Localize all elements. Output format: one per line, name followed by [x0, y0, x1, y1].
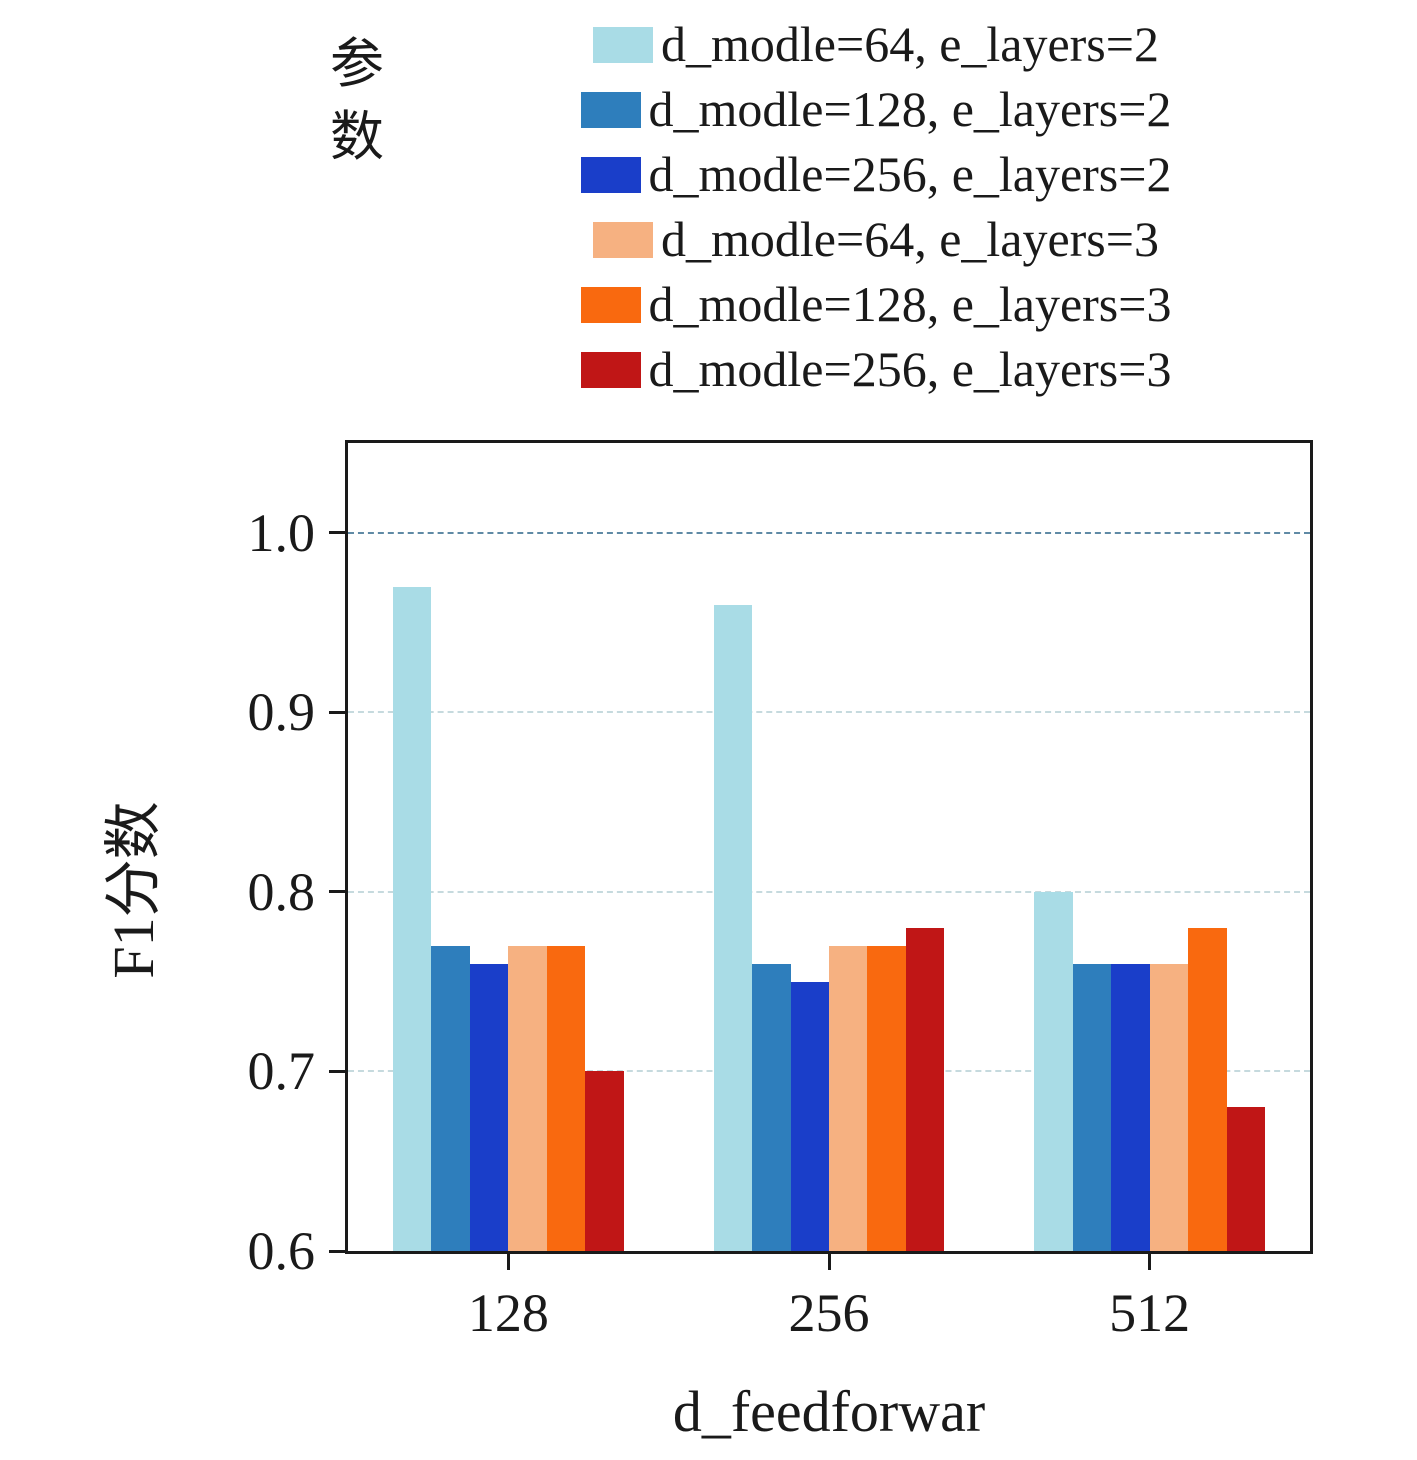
x-tick-label-512: 512 [1109, 1283, 1191, 1343]
y-tick-mark [329, 1069, 345, 1073]
x-tick-mark [827, 1254, 831, 1270]
legend-item-label-0: d_modle=64, e_layers=2 [661, 16, 1159, 72]
bar-x512-series0 [1034, 891, 1073, 1251]
legend-swatch-2 [580, 156, 641, 193]
gridline-0.9 [348, 711, 1310, 714]
bar-x128-series0 [392, 586, 432, 1251]
gridline-1 [348, 531, 1310, 534]
legend-item-2: d_modle=256, e_layers=2 [580, 144, 1172, 205]
bar-x256-series3 [829, 945, 868, 1251]
legend-item-label-2: d_modle=256, e_layers=2 [648, 146, 1172, 202]
bar-x512-series4 [1188, 927, 1227, 1251]
y-tick-mark [329, 710, 345, 714]
bar-x512-series2 [1111, 963, 1150, 1251]
bar-x128-series2 [469, 963, 509, 1251]
legend: 参数 d_modle=64, e_layers=2 d_modle=128, e_… [330, 14, 1346, 400]
bar-x256-series0 [713, 604, 753, 1251]
legend-item-5: d_modle=256, e_layers=3 [580, 339, 1172, 400]
bar-x128-series1 [431, 945, 470, 1251]
y-tick-label-0.7: 0.7 [247, 1041, 316, 1102]
bar-x256-series4 [867, 945, 906, 1251]
legend-item-3: d_modle=64, e_layers=3 [593, 209, 1159, 270]
bar-x128-series5 [585, 1071, 624, 1251]
legend-item-1: d_modle=128, e_layers=2 [580, 79, 1172, 140]
x-tick-label-128: 128 [467, 1283, 549, 1343]
legend-swatch-3 [593, 221, 654, 258]
gridline-0.8 [348, 890, 1310, 893]
legend-item-0: d_modle=64, e_layers=2 [593, 14, 1159, 75]
x-tick-mark [506, 1254, 510, 1270]
legend-items: d_modle=64, e_layers=2 d_modle=128, e_lay… [406, 14, 1346, 400]
legend-swatch-5 [580, 351, 641, 388]
legend-title: 参数 [330, 34, 384, 167]
plot-area [345, 440, 1313, 1254]
legend-swatch-0 [593, 26, 654, 63]
x-tick-mark [1148, 1254, 1152, 1270]
bar-x512-series5 [1226, 1107, 1266, 1251]
bar-x512-series3 [1149, 963, 1189, 1251]
bar-x256-series2 [790, 981, 829, 1251]
legend-item-label-5: d_modle=256, e_layers=3 [648, 341, 1172, 397]
bar-x256-series1 [752, 963, 791, 1251]
bar-x256-series5 [905, 927, 945, 1251]
legend-item-label-3: d_modle=64, e_layers=3 [661, 211, 1159, 267]
x-tick-label-256: 256 [788, 1283, 870, 1343]
y-tick-label-1.0: 1.0 [247, 502, 316, 563]
bar-x128-series4 [546, 945, 586, 1251]
bar-x128-series3 [508, 945, 547, 1251]
y-tick-mark [329, 890, 345, 894]
legend-item-label-1: d_modle=128, e_layers=2 [648, 81, 1172, 137]
y-tick-mark [329, 531, 345, 535]
x-axis-label: d_feedforwar [672, 1379, 986, 1444]
legend-item-label-4: d_modle=128, e_layers=3 [648, 276, 1172, 332]
legend-swatch-4 [580, 286, 641, 323]
y-tick-mark [329, 1249, 345, 1253]
y-tick-label-0.6: 0.6 [247, 1221, 316, 1281]
legend-item-4: d_modle=128, e_layers=3 [580, 274, 1172, 335]
y-tick-label-0.8: 0.8 [247, 861, 316, 922]
y-tick-label-0.9: 0.9 [247, 682, 316, 743]
bar-x512-series1 [1072, 963, 1112, 1251]
legend-swatch-1 [580, 91, 641, 128]
